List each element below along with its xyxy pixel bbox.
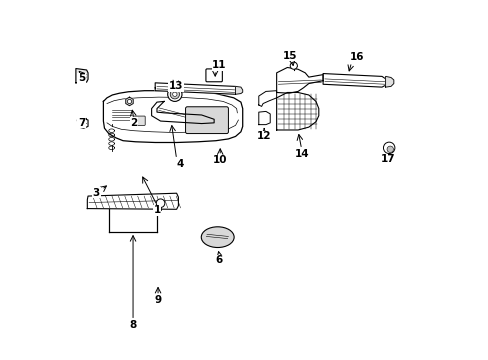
Circle shape [167, 87, 182, 102]
Text: 2: 2 [130, 118, 137, 128]
Text: 12: 12 [256, 131, 271, 141]
Text: 4: 4 [176, 159, 183, 169]
Text: 9: 9 [154, 296, 162, 305]
Circle shape [386, 146, 393, 153]
FancyBboxPatch shape [205, 69, 222, 82]
Text: 17: 17 [380, 154, 395, 164]
Polygon shape [155, 83, 238, 94]
Polygon shape [103, 91, 242, 143]
Ellipse shape [201, 227, 234, 248]
Polygon shape [385, 76, 393, 87]
Circle shape [290, 62, 297, 69]
Polygon shape [125, 97, 133, 106]
Text: 14: 14 [294, 149, 308, 159]
Text: 8: 8 [129, 320, 136, 330]
Text: 10: 10 [212, 156, 227, 165]
Polygon shape [151, 102, 214, 123]
Polygon shape [276, 67, 323, 93]
Polygon shape [76, 68, 88, 83]
Text: 15: 15 [283, 51, 297, 61]
Text: 13: 13 [168, 81, 183, 91]
Circle shape [170, 90, 179, 99]
Polygon shape [87, 193, 178, 209]
Text: 1: 1 [153, 205, 160, 215]
Text: 7: 7 [78, 118, 85, 128]
Text: 16: 16 [349, 53, 364, 63]
Polygon shape [235, 86, 242, 94]
Polygon shape [323, 73, 386, 87]
Text: 6: 6 [215, 255, 223, 265]
Text: 3: 3 [92, 188, 100, 198]
Polygon shape [276, 93, 318, 130]
Circle shape [383, 142, 394, 154]
Text: 11: 11 [212, 60, 226, 70]
Polygon shape [258, 91, 276, 107]
FancyBboxPatch shape [185, 107, 228, 134]
Circle shape [156, 199, 164, 207]
Polygon shape [77, 118, 88, 128]
Circle shape [172, 92, 177, 96]
FancyBboxPatch shape [133, 116, 145, 125]
Polygon shape [258, 111, 270, 125]
Text: 5: 5 [78, 73, 85, 83]
